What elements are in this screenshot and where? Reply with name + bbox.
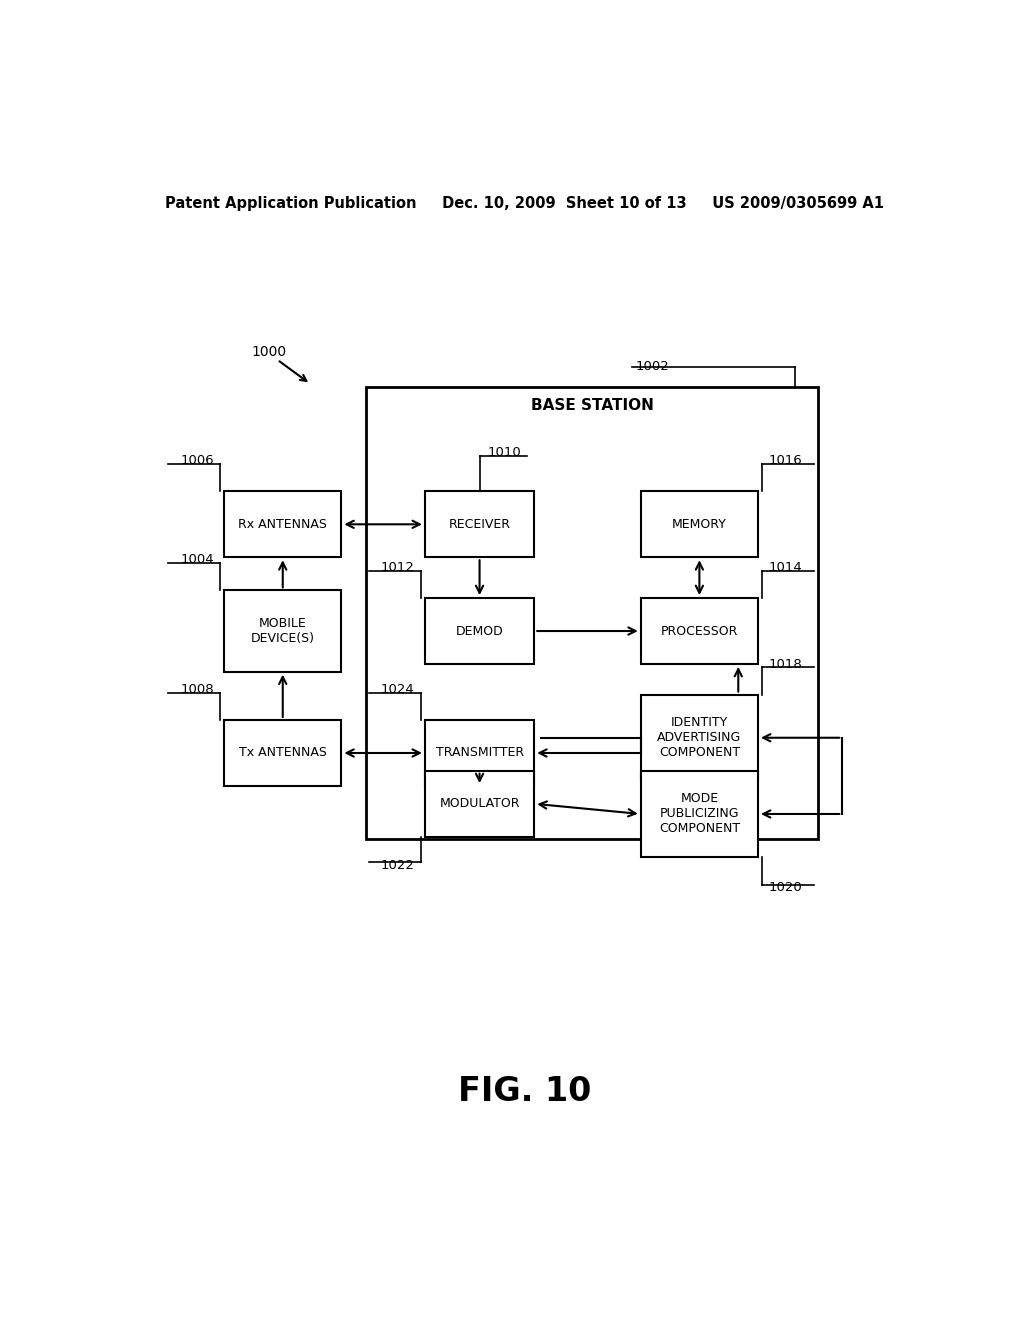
Text: MOBILE
DEVICE(S): MOBILE DEVICE(S)	[251, 616, 314, 645]
Text: Rx ANTENNAS: Rx ANTENNAS	[239, 517, 328, 531]
Text: PROCESSOR: PROCESSOR	[660, 624, 738, 638]
Text: 1016: 1016	[768, 454, 802, 467]
Text: MODULATOR: MODULATOR	[439, 797, 520, 810]
Text: IDENTITY
ADVERTISING
COMPONENT: IDENTITY ADVERTISING COMPONENT	[657, 717, 741, 759]
Text: 1018: 1018	[768, 657, 802, 671]
Bar	[425, 598, 535, 664]
Text: RECEIVER: RECEIVER	[449, 517, 511, 531]
Bar	[224, 719, 341, 785]
Bar	[367, 387, 818, 840]
Bar	[425, 771, 535, 837]
Text: Patent Application Publication     Dec. 10, 2009  Sheet 10 of 13     US 2009/030: Patent Application Publication Dec. 10, …	[165, 195, 885, 211]
Text: 1014: 1014	[768, 561, 802, 574]
Text: DEMOD: DEMOD	[456, 624, 504, 638]
Text: MODE
PUBLICIZING
COMPONENT: MODE PUBLICIZING COMPONENT	[658, 792, 740, 836]
Text: MEMORY: MEMORY	[672, 517, 727, 531]
Text: 1020: 1020	[768, 882, 802, 894]
Text: 1012: 1012	[381, 561, 415, 574]
Text: FIG. 10: FIG. 10	[458, 1074, 592, 1107]
Text: Tx ANTENNAS: Tx ANTENNAS	[239, 747, 327, 759]
Bar	[641, 491, 758, 557]
Bar	[224, 491, 341, 557]
Text: 1024: 1024	[381, 682, 415, 696]
Text: 1002: 1002	[636, 360, 670, 374]
Bar	[641, 694, 758, 781]
Text: 1022: 1022	[381, 859, 415, 871]
Text: BASE STATION: BASE STATION	[530, 397, 653, 413]
Text: 1006: 1006	[180, 454, 214, 467]
Bar	[224, 590, 341, 672]
Text: 1010: 1010	[487, 446, 521, 459]
Text: TRANSMITTER: TRANSMITTER	[435, 747, 523, 759]
Text: 1004: 1004	[180, 553, 214, 566]
Bar	[425, 491, 535, 557]
Bar	[425, 719, 535, 785]
Text: 1008: 1008	[180, 682, 214, 696]
Bar	[641, 771, 758, 857]
Bar	[641, 598, 758, 664]
Text: 1000: 1000	[251, 345, 286, 359]
